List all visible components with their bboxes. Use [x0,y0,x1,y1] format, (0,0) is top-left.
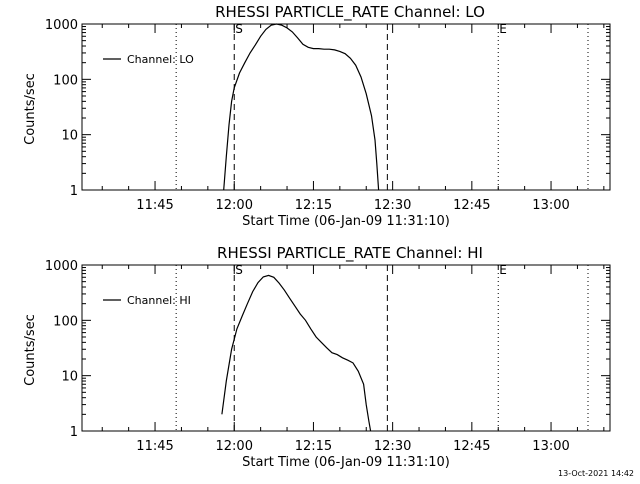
plot-frame [81,264,611,432]
x-tick-label: 13:00 [532,439,569,454]
x-tick-label: 11:45 [136,439,173,454]
chart-title: RHESSI PARTICLE_RATE Channel: HI [217,244,483,263]
x-tick-label: 13:00 [532,198,569,213]
x-tick-label: 12:30 [374,439,411,454]
legend-label: Channel: HI [127,294,191,307]
y-tick-label: 1000 [45,259,78,274]
plot-frame [81,23,611,191]
series-line [221,274,372,432]
y-tick-label: 100 [53,314,78,329]
y-tick-label: 100 [53,73,78,88]
y-tick-label: 10 [61,370,78,385]
x-axis-label: Start Time (06-Jan-09 11:31:10) [242,214,450,229]
chart-panel-hi: RHESSI PARTICLE_RATE Channel: HI Start T… [23,244,611,470]
time-marker-label: S [235,22,243,36]
chart-panel-lo: RHESSI PARTICLE_RATE Channel: LO Start T… [23,3,611,229]
x-tick-label: 12:00 [216,198,253,213]
time-marker-label: E [499,22,507,36]
y-axis-label: Counts/sec [23,73,38,145]
x-tick-label: 12:00 [216,439,253,454]
legend-label: Channel: LO [127,53,194,66]
y-tick-label: 1000 [45,18,78,33]
x-tick-label: 12:30 [374,198,411,213]
series-line [223,23,380,191]
chart-title: RHESSI PARTICLE_RATE Channel: LO [215,3,485,22]
time-marker-label: S [235,263,243,277]
x-axis-label: Start Time (06-Jan-09 11:31:10) [242,455,450,470]
x-tick-label: 12:45 [453,198,490,213]
x-tick-label: 12:15 [295,198,332,213]
time-marker-label: E [499,263,507,277]
x-tick-label: 11:45 [136,198,173,213]
y-tick-label: 1 [70,184,78,199]
y-tick-label: 10 [61,129,78,144]
x-tick-label: 12:15 [295,439,332,454]
x-tick-label: 12:45 [453,439,490,454]
timestamp: 13-Oct-2021 14:42 [558,469,634,478]
y-tick-label: 1 [70,425,78,440]
y-axis-label: Counts/sec [23,314,38,386]
